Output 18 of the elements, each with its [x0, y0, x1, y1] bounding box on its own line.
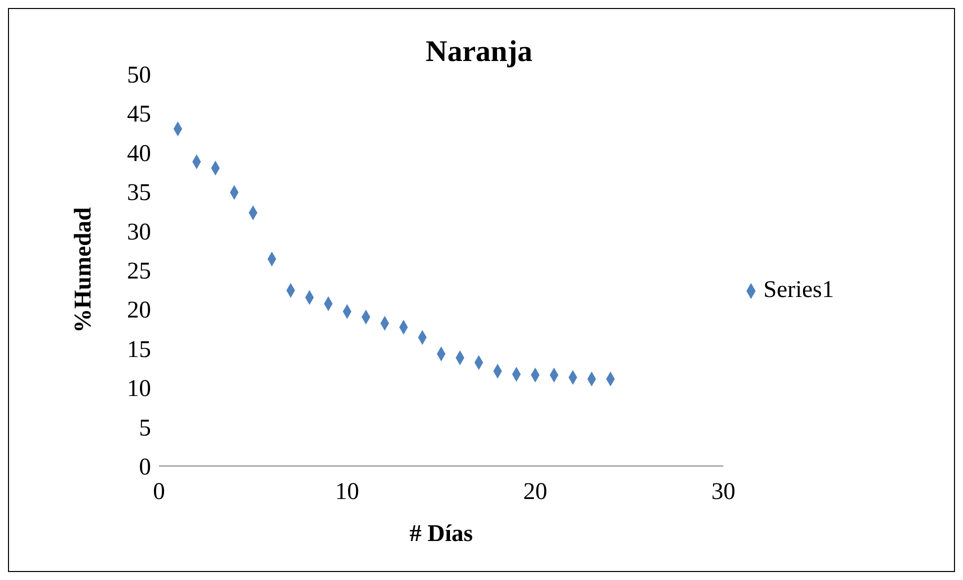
- x-axis-title: # Días: [410, 521, 473, 547]
- y-axis-title: %Humedad: [70, 206, 97, 333]
- x-tick-label: 20: [523, 479, 548, 506]
- y-tick-label: 0: [139, 454, 151, 481]
- legend-label: Series1: [763, 276, 834, 302]
- y-tick-label: 15: [127, 336, 151, 363]
- y-tick-label: 25: [127, 258, 151, 285]
- y-tick-label: 40: [127, 140, 151, 167]
- y-tick-label: 35: [127, 180, 151, 206]
- y-tick-label: 5: [139, 415, 151, 442]
- chart-title: Naranja: [426, 35, 532, 68]
- y-tick-label: 30: [127, 219, 151, 246]
- y-tick-label: 45: [127, 102, 151, 128]
- y-tick-label: 10: [127, 376, 151, 402]
- y-tick-label: 50: [127, 62, 151, 89]
- x-tick-label: 30: [711, 479, 736, 506]
- y-tick-label: 20: [127, 298, 151, 324]
- x-tick-label: 10: [335, 479, 360, 506]
